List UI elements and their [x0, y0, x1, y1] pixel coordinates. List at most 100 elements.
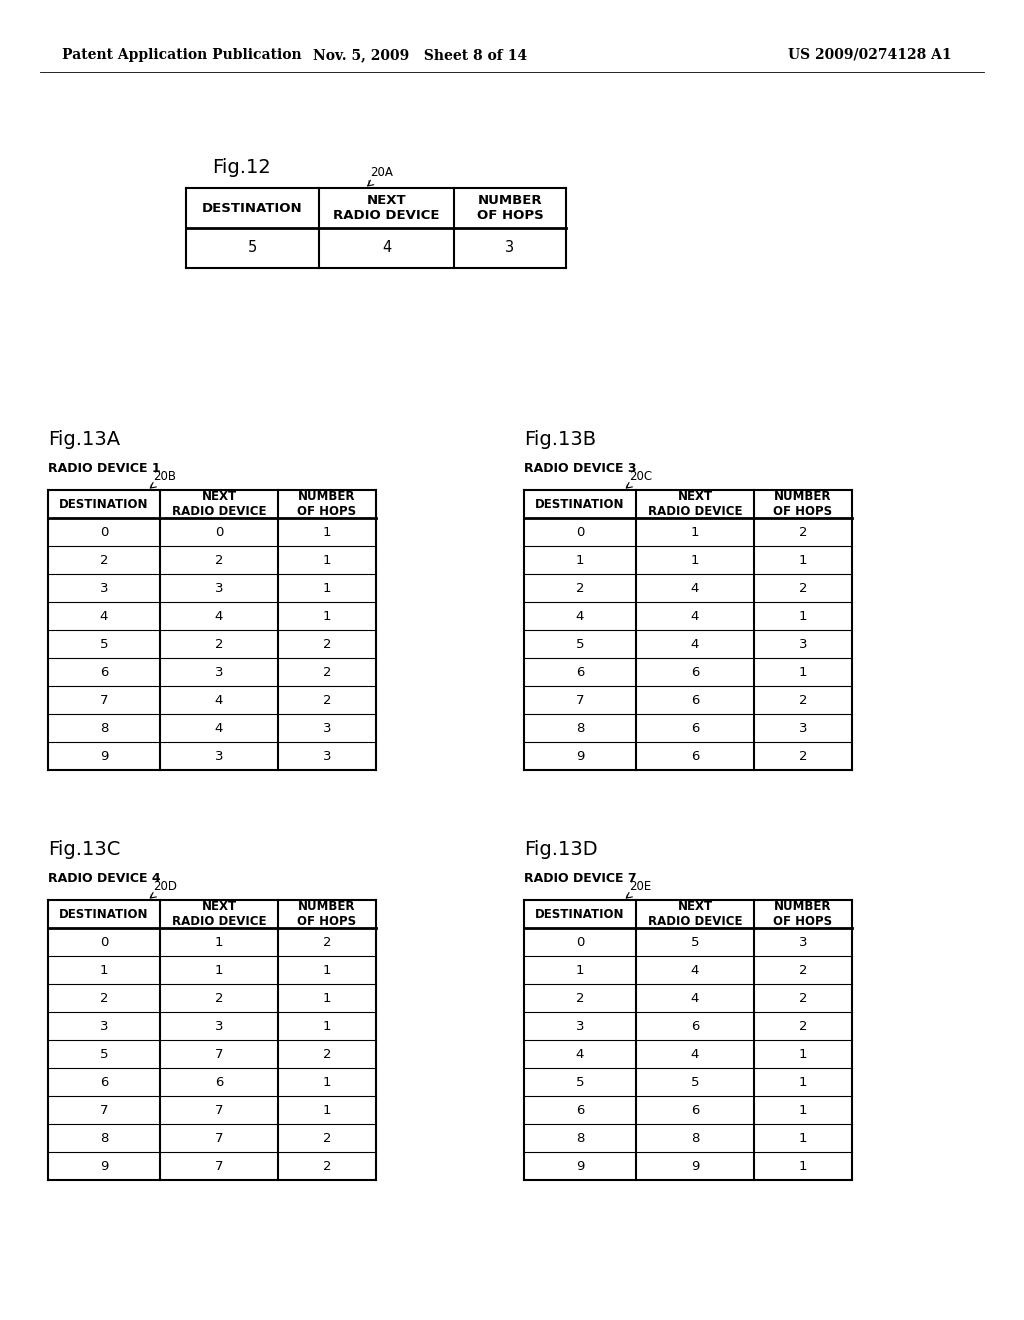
Text: 1: 1: [323, 991, 331, 1005]
Text: 1: 1: [575, 553, 585, 566]
Text: 9: 9: [575, 1159, 584, 1172]
Text: 9: 9: [99, 750, 109, 763]
Text: 6: 6: [99, 1076, 109, 1089]
Text: 20A: 20A: [371, 165, 393, 178]
Text: NEXT
RADIO DEVICE: NEXT RADIO DEVICE: [648, 900, 742, 928]
Text: 20C: 20C: [629, 470, 652, 483]
Text: RADIO DEVICE 1: RADIO DEVICE 1: [48, 462, 161, 475]
Text: 1: 1: [799, 1131, 807, 1144]
Text: 1: 1: [799, 1104, 807, 1117]
Text: DESTINATION: DESTINATION: [536, 908, 625, 920]
Text: 4: 4: [575, 1048, 584, 1060]
Text: 4: 4: [691, 991, 699, 1005]
Text: 6: 6: [691, 722, 699, 734]
Text: NEXT
RADIO DEVICE: NEXT RADIO DEVICE: [333, 194, 439, 222]
Text: 1: 1: [323, 525, 331, 539]
Text: 1: 1: [799, 1159, 807, 1172]
Text: 5: 5: [575, 638, 585, 651]
Text: 7: 7: [99, 1104, 109, 1117]
Text: 5: 5: [99, 1048, 109, 1060]
Text: 2: 2: [799, 582, 807, 594]
Text: Nov. 5, 2009   Sheet 8 of 14: Nov. 5, 2009 Sheet 8 of 14: [313, 48, 527, 62]
Text: 8: 8: [575, 722, 584, 734]
Text: 5: 5: [99, 638, 109, 651]
Text: 4: 4: [691, 638, 699, 651]
Text: RADIO DEVICE 4: RADIO DEVICE 4: [48, 873, 161, 884]
Text: 2: 2: [323, 638, 331, 651]
Text: Fig.13A: Fig.13A: [48, 430, 120, 449]
Text: 6: 6: [575, 665, 584, 678]
Text: 2: 2: [799, 1019, 807, 1032]
Text: Fig.13C: Fig.13C: [48, 840, 121, 859]
Text: NEXT
RADIO DEVICE: NEXT RADIO DEVICE: [172, 900, 266, 928]
Text: Fig.13B: Fig.13B: [524, 430, 596, 449]
Text: DESTINATION: DESTINATION: [202, 202, 303, 214]
Text: 9: 9: [691, 1159, 699, 1172]
Text: 8: 8: [99, 722, 109, 734]
Text: 2: 2: [323, 936, 331, 949]
Text: 2: 2: [215, 553, 223, 566]
Text: 6: 6: [691, 750, 699, 763]
Text: 3: 3: [323, 722, 331, 734]
Text: 8: 8: [99, 1131, 109, 1144]
Text: 2: 2: [799, 991, 807, 1005]
Text: Fig.13D: Fig.13D: [524, 840, 598, 859]
Text: 2: 2: [323, 693, 331, 706]
Text: 2: 2: [99, 553, 109, 566]
Text: 2: 2: [323, 665, 331, 678]
Text: 4: 4: [382, 240, 391, 256]
Text: 7: 7: [99, 693, 109, 706]
Text: 5: 5: [248, 240, 257, 256]
Text: 6: 6: [99, 665, 109, 678]
Text: 1: 1: [691, 525, 699, 539]
Text: 6: 6: [691, 1104, 699, 1117]
Text: DESTINATION: DESTINATION: [59, 908, 148, 920]
Text: 8: 8: [575, 1131, 584, 1144]
Text: 2: 2: [575, 991, 585, 1005]
Text: 3: 3: [99, 582, 109, 594]
Text: 3: 3: [99, 1019, 109, 1032]
Text: 3: 3: [799, 936, 807, 949]
Text: 3: 3: [506, 240, 515, 256]
Text: 2: 2: [799, 964, 807, 977]
Text: 0: 0: [575, 936, 584, 949]
Text: 0: 0: [99, 525, 109, 539]
Text: DESTINATION: DESTINATION: [59, 498, 148, 511]
Text: 1: 1: [799, 553, 807, 566]
Text: 3: 3: [215, 1019, 223, 1032]
Text: 1: 1: [799, 610, 807, 623]
Text: 2: 2: [323, 1159, 331, 1172]
Text: 8: 8: [691, 1131, 699, 1144]
Text: 1: 1: [323, 964, 331, 977]
Text: 1: 1: [323, 610, 331, 623]
Text: 4: 4: [215, 610, 223, 623]
Text: 3: 3: [215, 582, 223, 594]
Text: 3: 3: [799, 722, 807, 734]
Text: DESTINATION: DESTINATION: [536, 498, 625, 511]
Text: 0: 0: [215, 525, 223, 539]
Text: 2: 2: [575, 582, 585, 594]
Text: 4: 4: [99, 610, 109, 623]
Text: 4: 4: [691, 582, 699, 594]
Text: 4: 4: [691, 1048, 699, 1060]
Text: 0: 0: [575, 525, 584, 539]
Text: 2: 2: [99, 991, 109, 1005]
Text: 6: 6: [691, 1019, 699, 1032]
Text: 5: 5: [691, 936, 699, 949]
Text: 1: 1: [215, 936, 223, 949]
Text: 1: 1: [799, 665, 807, 678]
Text: 9: 9: [575, 750, 584, 763]
Text: 1: 1: [215, 964, 223, 977]
Text: 5: 5: [575, 1076, 585, 1089]
Text: 2: 2: [799, 525, 807, 539]
Text: Patent Application Publication: Patent Application Publication: [62, 48, 302, 62]
Text: 4: 4: [691, 964, 699, 977]
Text: 20E: 20E: [629, 879, 651, 892]
Text: 1: 1: [799, 1076, 807, 1089]
Text: 6: 6: [215, 1076, 223, 1089]
Text: NEXT
RADIO DEVICE: NEXT RADIO DEVICE: [648, 490, 742, 517]
Text: 1: 1: [323, 582, 331, 594]
Text: 0: 0: [99, 936, 109, 949]
Text: 1: 1: [323, 1019, 331, 1032]
Text: NUMBER
OF HOPS: NUMBER OF HOPS: [297, 900, 356, 928]
